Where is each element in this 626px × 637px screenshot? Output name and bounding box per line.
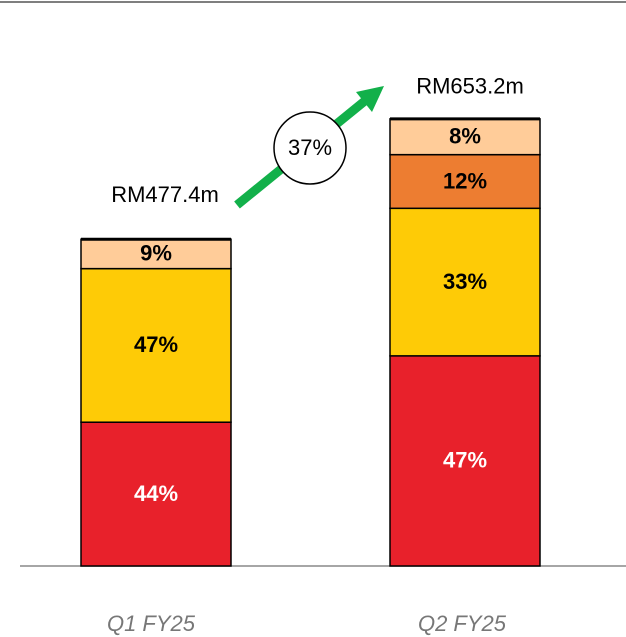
growth-circle <box>273 111 347 185</box>
segment-label: 12% <box>443 168 487 193</box>
growth-label: 37% <box>288 135 332 160</box>
segment-label: 47% <box>134 332 178 357</box>
segment-label: 33% <box>443 269 487 294</box>
segment-label: 44% <box>134 481 178 506</box>
bar-segment <box>80 238 232 270</box>
total-label: RM477.4m <box>111 182 219 207</box>
arrow-head <box>356 86 384 112</box>
segment-label: 8% <box>449 124 481 149</box>
x-tick-label: Q2 FY25 <box>418 611 507 636</box>
segment-label: 47% <box>443 448 487 473</box>
bar-segment <box>80 421 232 567</box>
bar-segment <box>80 267 232 423</box>
total-label: RM653.2m <box>416 74 524 99</box>
bar-segment <box>389 207 541 357</box>
x-tick-label: Q1 FY25 <box>107 611 196 636</box>
segment-label: 9% <box>140 241 172 266</box>
bar-segment <box>389 355 541 567</box>
